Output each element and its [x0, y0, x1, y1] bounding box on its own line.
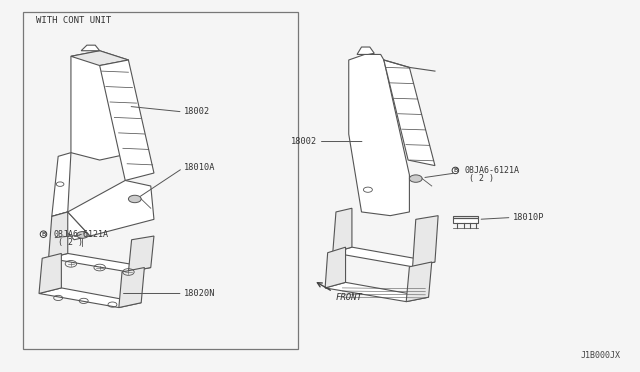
Polygon shape	[325, 247, 346, 288]
Polygon shape	[49, 253, 151, 272]
Polygon shape	[100, 60, 154, 180]
Text: WITH CONT UNIT: WITH CONT UNIT	[36, 16, 111, 25]
Text: 18002: 18002	[291, 137, 317, 146]
Polygon shape	[333, 208, 352, 253]
Text: B: B	[453, 168, 458, 173]
Polygon shape	[52, 212, 90, 240]
Text: FRONT: FRONT	[336, 294, 363, 302]
Polygon shape	[349, 54, 410, 216]
Polygon shape	[49, 212, 68, 258]
Polygon shape	[39, 253, 61, 294]
Polygon shape	[81, 45, 100, 51]
Text: J1B000JX: J1B000JX	[580, 351, 620, 360]
Text: 18010P: 18010P	[513, 213, 545, 222]
Text: ( 2 ): ( 2 )	[468, 174, 494, 183]
Text: 08JA6-6121A: 08JA6-6121A	[53, 230, 108, 239]
Circle shape	[77, 232, 88, 238]
Text: ( 2 ): ( 2 )	[58, 238, 83, 247]
Polygon shape	[357, 47, 374, 54]
Text: 18002: 18002	[184, 108, 210, 116]
Polygon shape	[406, 262, 432, 302]
Text: 18020N: 18020N	[184, 289, 216, 298]
Text: 08JA6-6121A: 08JA6-6121A	[465, 166, 520, 175]
Polygon shape	[119, 267, 145, 308]
Polygon shape	[333, 247, 435, 267]
Polygon shape	[325, 282, 429, 302]
Bar	[23, 12, 298, 349]
Polygon shape	[39, 288, 141, 308]
Text: 18010A: 18010A	[184, 163, 216, 172]
Text: B: B	[42, 232, 45, 237]
Polygon shape	[453, 218, 478, 223]
Polygon shape	[71, 51, 129, 65]
Polygon shape	[71, 51, 129, 160]
Polygon shape	[68, 180, 154, 236]
Polygon shape	[453, 216, 478, 218]
Polygon shape	[384, 60, 435, 166]
Polygon shape	[129, 236, 154, 272]
Polygon shape	[52, 153, 71, 217]
Circle shape	[129, 195, 141, 203]
Polygon shape	[413, 216, 438, 267]
Circle shape	[410, 175, 422, 182]
